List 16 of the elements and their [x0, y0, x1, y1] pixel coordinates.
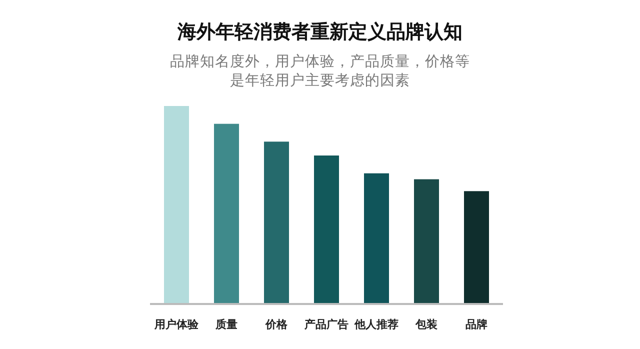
x-tick-label: 他人推荐: [354, 318, 398, 331]
x-tick-label: 用户体验: [154, 318, 200, 331]
bar: [364, 173, 389, 304]
x-tick-label: 价格: [264, 318, 288, 331]
x-tick-label: 产品广告: [304, 318, 348, 331]
x-tick-label: 质量: [214, 318, 238, 331]
chart-subtitle: 品牌知名度外，用户体验，产品质量，价格等是年轻用户主要考虑的因素: [170, 53, 470, 89]
bar: [464, 191, 489, 304]
bar: [264, 142, 289, 304]
bar: [414, 179, 439, 304]
bar: [214, 124, 239, 304]
x-tick-label: 包装: [414, 318, 438, 331]
chart-title: 海外年轻消费者重新定义品牌认知: [176, 21, 462, 43]
bar: [314, 156, 339, 304]
bar: [164, 106, 189, 304]
x-tick-label: 品牌: [466, 318, 488, 331]
